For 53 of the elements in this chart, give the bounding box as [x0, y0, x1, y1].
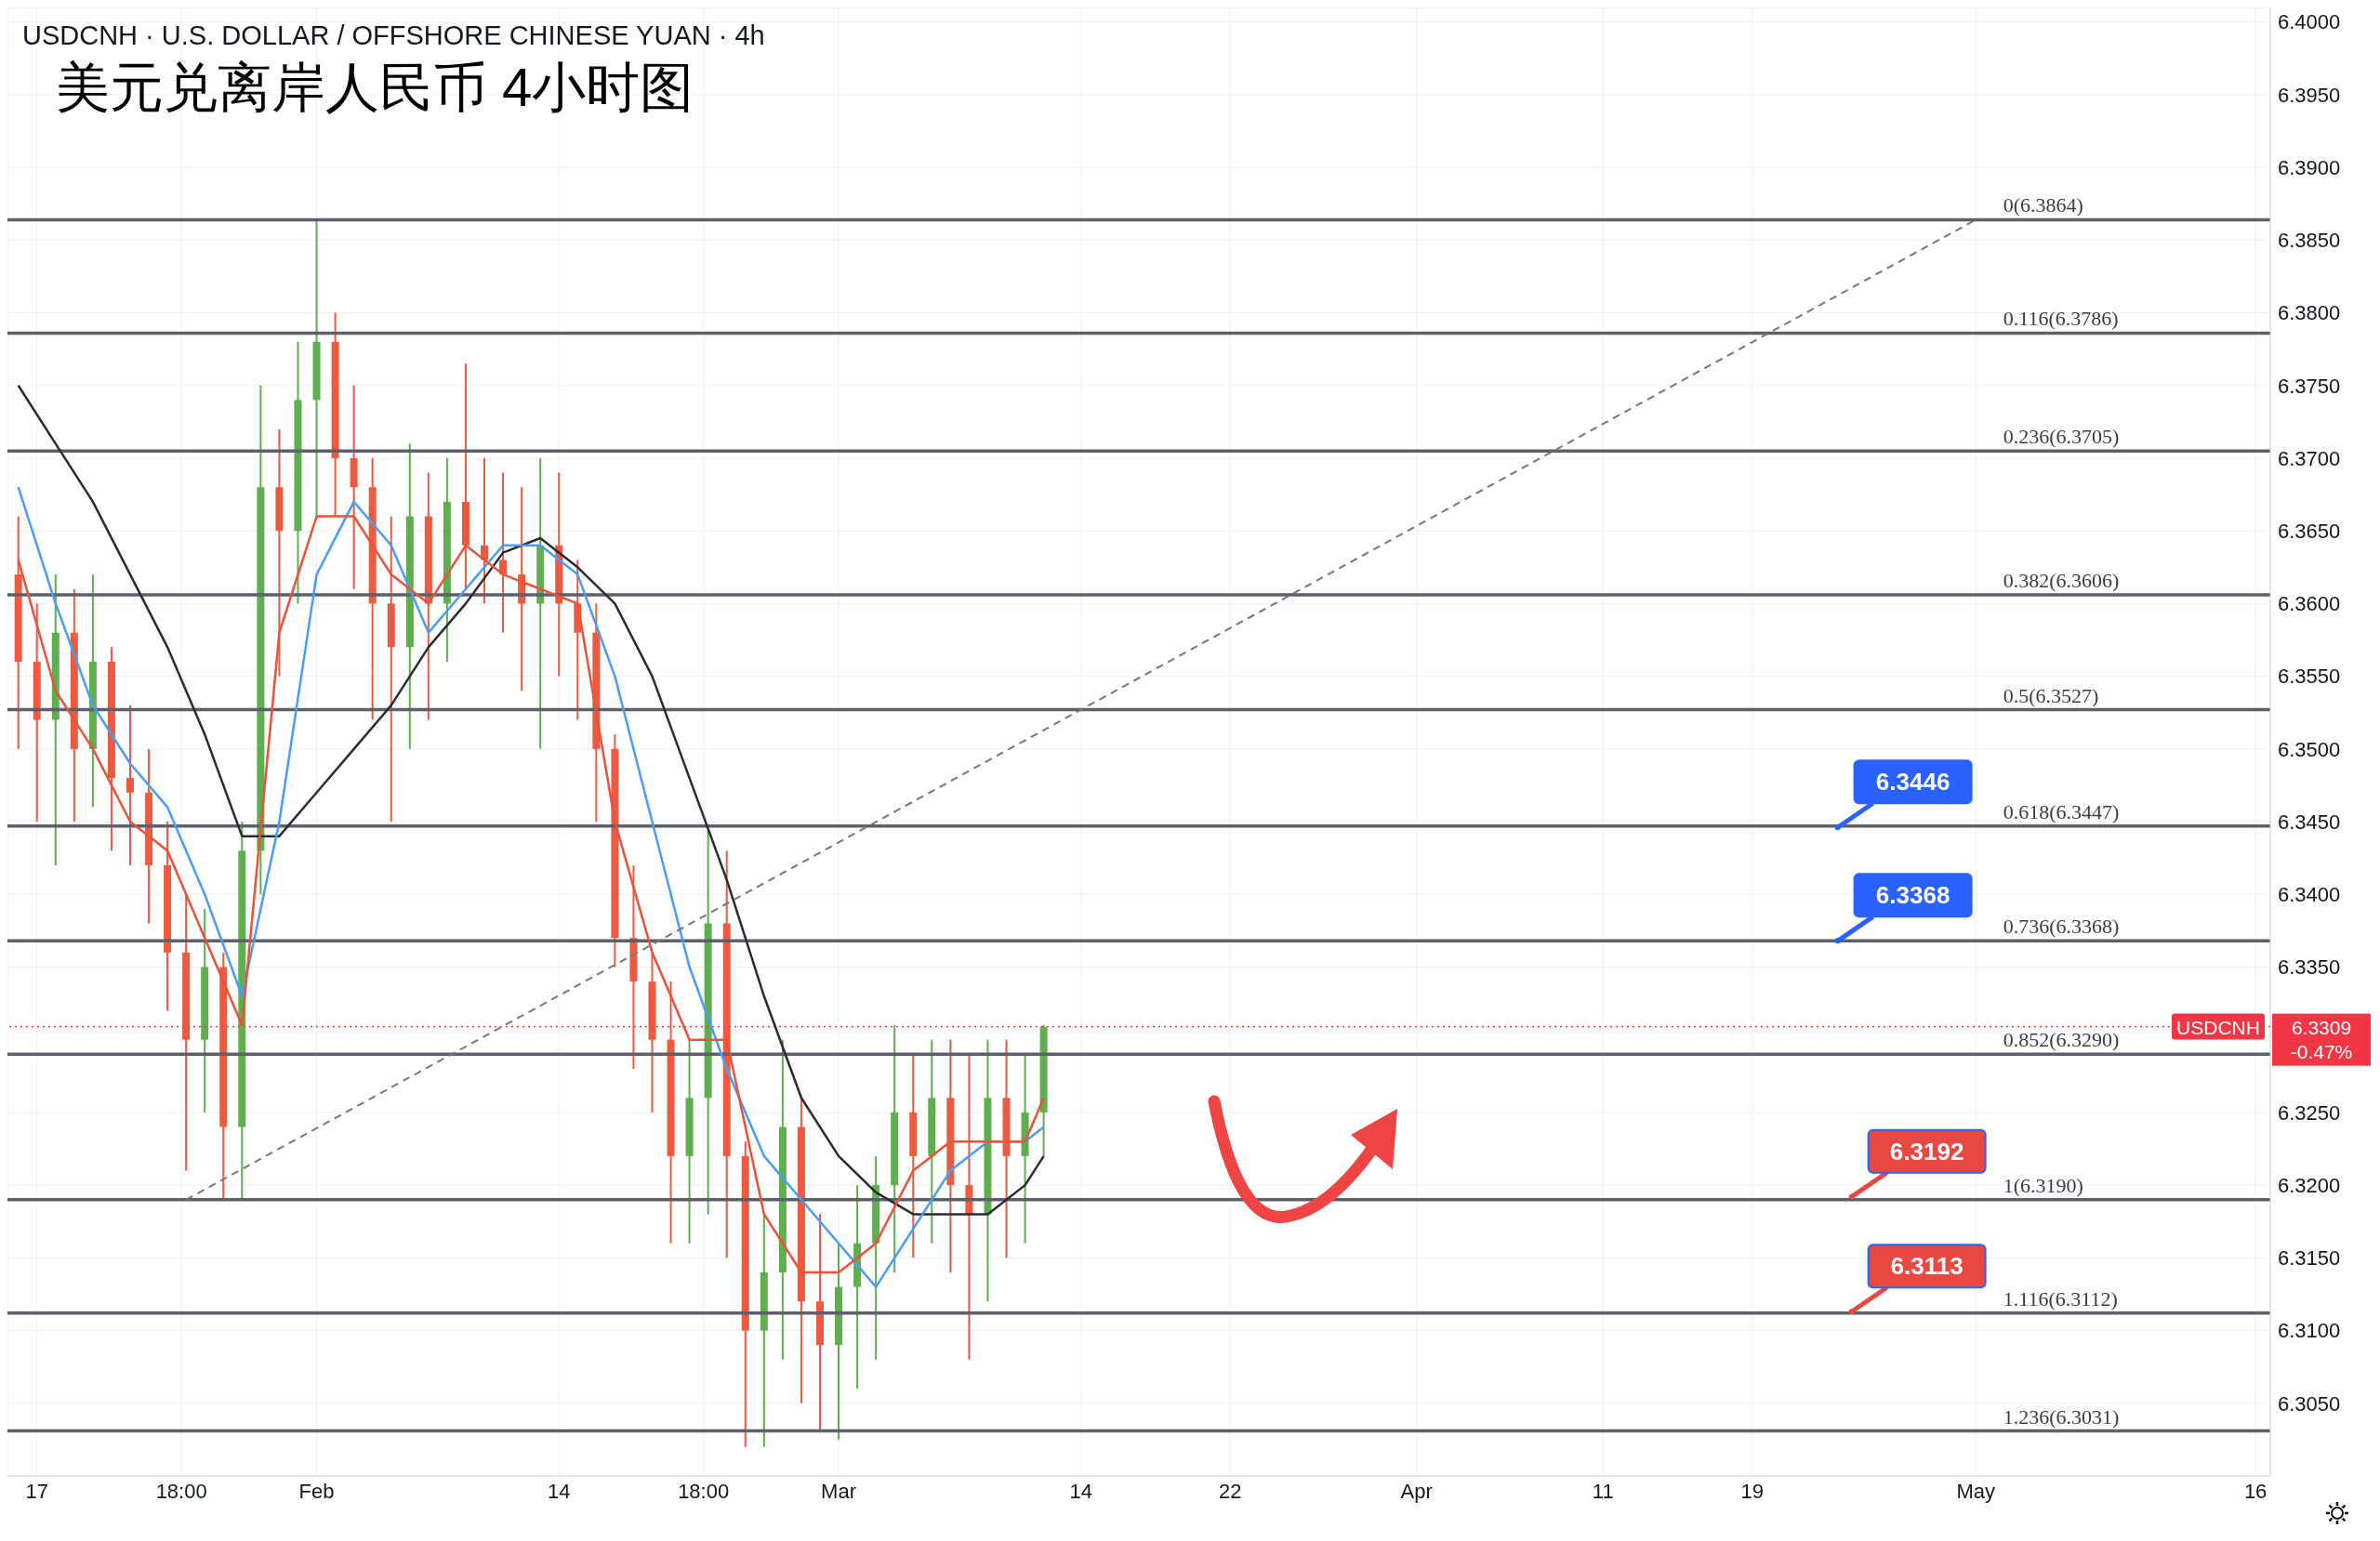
- y-tick-label: 6.3600: [2278, 592, 2341, 616]
- y-tick-label: 6.4000: [2278, 10, 2341, 34]
- ref-line-label: 1.236(6.3031): [2003, 1404, 2120, 1429]
- ref-line-label: 1.116(6.3112): [2003, 1286, 2118, 1311]
- text: USDCNH · U.S. DOLLAR / OFFSHORE CHINESE YUAN · 4h: [22, 20, 765, 51]
- ref-line-label: 0(6.3864): [2003, 193, 2083, 217]
- x-tick-label: 18:00: [678, 1479, 730, 1503]
- ref-line-label: 0.116(6.3786): [2003, 307, 2119, 331]
- y-tick-label: 6.3750: [2278, 374, 2341, 398]
- y-tick-label: 6.3100: [2278, 1319, 2341, 1343]
- candlestick: [126, 704, 134, 866]
- x-tick-label: 14: [1069, 1479, 1092, 1503]
- y-tick-label: 6.3550: [2278, 665, 2341, 689]
- y-tick-label: 6.3150: [2278, 1246, 2341, 1271]
- ref-line-label: 0.236(6.3705): [2003, 425, 2120, 449]
- x-tick-label: May: [1956, 1479, 1996, 1503]
- y-tick-label: 6.3200: [2278, 1173, 2341, 1197]
- x-tick-label: 17: [25, 1479, 48, 1503]
- y-tick-label: 6.3050: [2278, 1391, 2341, 1416]
- ref-line-label: 0.736(6.3368): [2003, 915, 2120, 939]
- x-tick-label: 16: [2243, 1479, 2268, 1503]
- annotation: 6.3113: [1890, 1252, 1964, 1281]
- text: 6.3309: [2291, 1016, 2352, 1038]
- y-tick-label: 6.3500: [2278, 737, 2341, 761]
- y-tick-label: 6.3450: [2278, 810, 2341, 834]
- ref-line-label: 0.382(6.3606): [2003, 569, 2120, 592]
- x-tick-label: 14: [548, 1479, 571, 1503]
- annotation: 6.3368: [1875, 881, 1950, 910]
- x-tick-label: 19: [1740, 1479, 1764, 1503]
- y-tick-label: 6.3250: [2278, 1100, 2341, 1125]
- ref-line-label: 0.618(6.3447): [2003, 799, 2120, 823]
- x-tick-label: Feb: [298, 1479, 335, 1503]
- y-tick-label: 6.3400: [2278, 883, 2341, 907]
- x-tick-label: 11: [1592, 1479, 1614, 1503]
- x-tick-label: Apr: [1400, 1479, 1433, 1503]
- annotation: 6.3192: [1889, 1137, 1964, 1166]
- x-tick-label: 22: [1218, 1479, 1242, 1503]
- ref-line-label: 0.852(6.3290): [2003, 1028, 2120, 1052]
- x-tick-label: Mar: [821, 1479, 856, 1503]
- ref-line-label: 1(6.3190): [2003, 1173, 2083, 1197]
- y-tick-label: 6.3850: [2278, 229, 2341, 253]
- ref-line-label: USDCNH: [2176, 1016, 2260, 1038]
- y-tick-label: 6.3800: [2278, 301, 2341, 325]
- y-tick-label: 6.3350: [2278, 955, 2341, 980]
- y-tick-label: 6.3950: [2278, 83, 2341, 107]
- y-tick-label: 6.3650: [2278, 519, 2341, 543]
- ref-line-label: 0.5(6.3527): [2003, 683, 2099, 707]
- y-tick-label: 6.3900: [2278, 155, 2341, 179]
- text: -0.47%: [2290, 1040, 2353, 1062]
- y-tick-label: 6.3700: [2278, 446, 2341, 470]
- x-tick-label: 18:00: [155, 1479, 207, 1503]
- annotation: 6.3446: [1875, 768, 1950, 797]
- text: 美元兑离岸人民币 4小时图: [56, 56, 694, 119]
